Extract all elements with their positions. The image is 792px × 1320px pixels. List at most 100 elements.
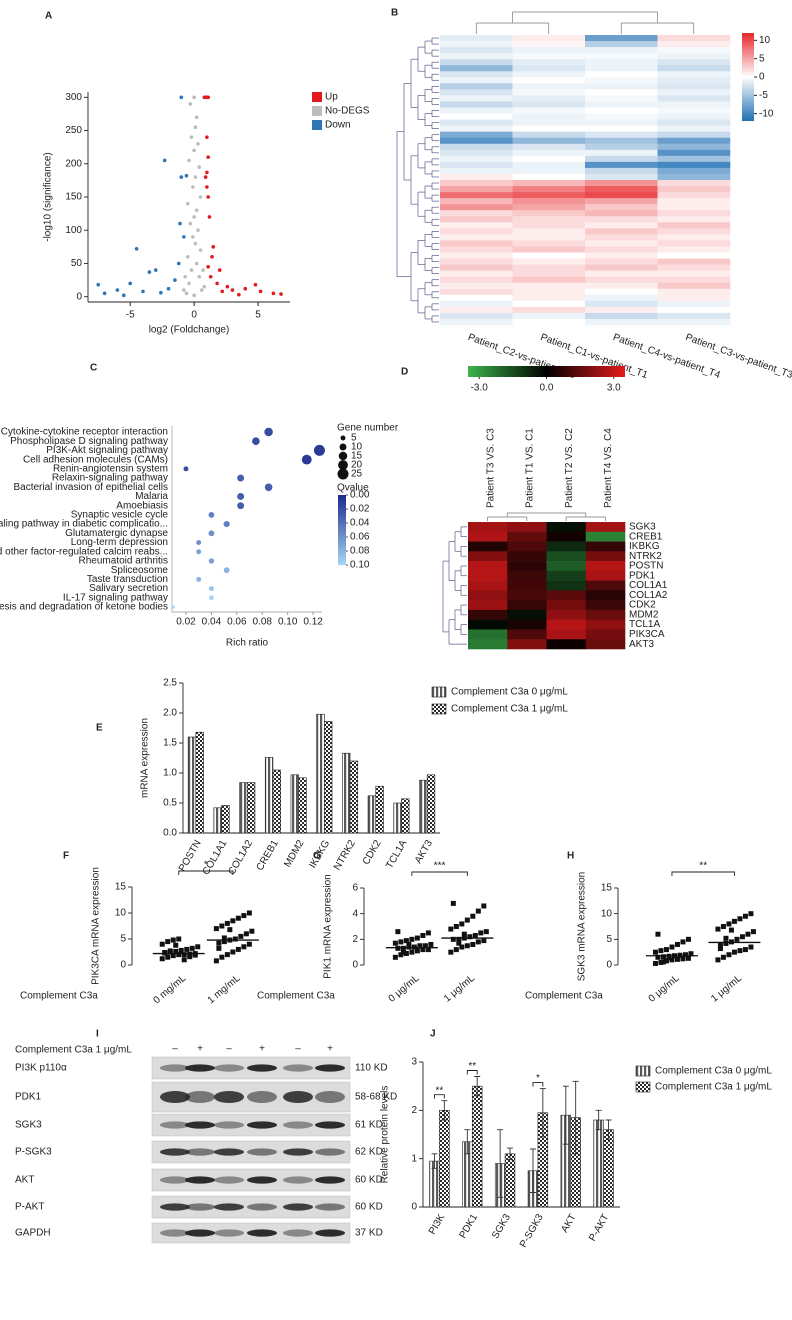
x-tick-label: 0 (191, 310, 197, 321)
heatmap-cell (440, 65, 513, 72)
x-tick-label: 0.06 (227, 617, 247, 628)
x-tick-label: TCL1A (384, 838, 409, 871)
heatmap-cell (657, 83, 731, 90)
column-label: Patient T3 VS. C3 (485, 428, 496, 508)
heatmap-cell (657, 119, 731, 126)
point (195, 944, 201, 950)
point (194, 261, 199, 266)
category-label: AGE-RAGE signaling pathway in diabetic c… (0, 519, 168, 530)
error-bar (572, 1080, 579, 1155)
heatmap-cell (440, 288, 513, 296)
bar (439, 1110, 450, 1208)
y-tick-label: 0.5 (163, 798, 177, 809)
bar (187, 736, 197, 834)
heatmap-cell (440, 173, 513, 181)
row-label: AKT3 (629, 639, 654, 650)
x-tick-label: MDM2 (282, 838, 306, 869)
panel-letter: D (401, 367, 408, 378)
heatmap-cell (507, 590, 547, 601)
x-tick-label: 0 mg/mL (151, 973, 188, 1007)
point (134, 247, 139, 251)
point (742, 947, 748, 953)
point (737, 916, 743, 922)
heatmap-cell (585, 210, 658, 217)
point (192, 215, 196, 219)
point (188, 221, 193, 226)
point (176, 936, 182, 942)
heatmap-cell (585, 600, 626, 611)
heatmap-cell (468, 619, 508, 630)
bar (393, 802, 402, 834)
error-bar (562, 1085, 569, 1145)
blot-band (247, 1176, 277, 1184)
x-tick-label: 0.08 (253, 617, 273, 628)
category-label: Malaria (135, 491, 168, 502)
x-tick-label: 1 mg/mL (206, 973, 243, 1007)
y-tick-label: 0 (411, 1202, 417, 1213)
heatmap-cell (585, 294, 658, 302)
heatmap-cell (657, 155, 731, 163)
heatmap-cell (585, 71, 658, 78)
heatmap-cell (512, 53, 586, 60)
error-bar (507, 1147, 514, 1161)
category-label: Relaxin-signaling pathway (52, 473, 168, 484)
blot-band (214, 1176, 244, 1184)
point (185, 201, 190, 206)
point (159, 941, 165, 947)
heatmap-cell (468, 570, 508, 581)
bar (272, 769, 281, 834)
heatmap-cell (657, 204, 731, 211)
heatmap-cell (585, 83, 658, 90)
point (201, 268, 205, 272)
point (198, 248, 203, 252)
heatmap-cell (657, 300, 731, 308)
heatmap-cell (657, 89, 731, 96)
row-label: SGK3 (15, 1120, 42, 1131)
point (232, 936, 238, 942)
heatmap-cell (440, 204, 513, 211)
heatmap-cell (440, 47, 513, 54)
heatmap-cell (657, 198, 731, 205)
heatmap-cell (440, 143, 513, 151)
point (470, 913, 476, 919)
heatmap-cell (585, 234, 658, 241)
heatmap-cell (585, 119, 658, 126)
heatmap-cell (657, 149, 731, 157)
heatmap-cell (468, 561, 508, 572)
point (395, 929, 401, 935)
blot-band (247, 1148, 277, 1156)
point (481, 903, 487, 909)
size-label: 110 KD (355, 1063, 388, 1074)
y-axis-label: mRNA expression (140, 718, 151, 798)
row-label: COL1A1 (629, 580, 668, 591)
heatmap-cell (585, 89, 658, 96)
point (475, 939, 481, 945)
point (660, 959, 666, 965)
x-tick-label: 0 μg/mL (387, 973, 422, 1005)
heatmap-cell (512, 173, 586, 181)
heatmap-cell (585, 77, 658, 84)
heatmap-cell (440, 270, 513, 277)
row-label: P-AKT (15, 1202, 44, 1213)
bubble (223, 567, 230, 574)
column-label: Patient T2 VS. C2 (564, 428, 575, 508)
heatmap-cell (585, 41, 658, 48)
point (182, 235, 186, 239)
blot-band (283, 1064, 313, 1072)
heatmap-cell (657, 252, 731, 259)
bar (213, 807, 222, 834)
bubble (196, 540, 202, 545)
error-bar (464, 1129, 471, 1155)
point (162, 950, 168, 956)
heatmap-cell (440, 276, 513, 284)
bubble (301, 454, 312, 465)
point (734, 936, 740, 942)
y-tick-label: 10 (115, 908, 127, 919)
point (663, 947, 669, 953)
point (166, 286, 171, 291)
x-tick-label: 0.04 (202, 617, 222, 628)
heatmap-cell (440, 89, 513, 96)
blot-band (185, 1064, 215, 1072)
point (246, 941, 252, 947)
point (409, 936, 415, 942)
